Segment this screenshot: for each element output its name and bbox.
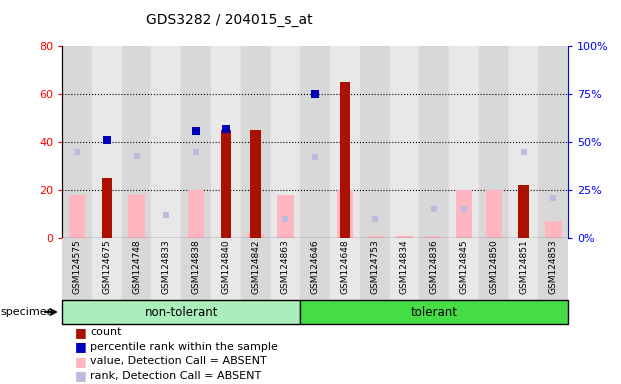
Bar: [301, 300, 568, 324]
Bar: [211, 238, 241, 300]
Text: ■: ■: [75, 369, 86, 382]
Text: GSM124748: GSM124748: [132, 239, 141, 294]
Bar: [389, 46, 419, 238]
Text: GSM124646: GSM124646: [310, 239, 320, 294]
Bar: [456, 190, 472, 238]
Bar: [396, 236, 413, 238]
Bar: [389, 238, 419, 300]
Bar: [538, 46, 568, 238]
Bar: [479, 46, 509, 238]
Text: GSM124850: GSM124850: [489, 239, 498, 294]
Bar: [129, 195, 145, 238]
Text: value, Detection Call = ABSENT: value, Detection Call = ABSENT: [90, 356, 267, 366]
Bar: [102, 178, 112, 238]
Bar: [241, 46, 271, 238]
Text: GSM124833: GSM124833: [162, 239, 171, 294]
Bar: [479, 238, 509, 300]
Text: specimen: specimen: [1, 307, 55, 317]
Text: GSM124851: GSM124851: [519, 239, 528, 294]
Bar: [340, 82, 350, 238]
Bar: [449, 238, 479, 300]
Bar: [360, 238, 389, 300]
Bar: [62, 300, 301, 324]
Bar: [545, 221, 561, 238]
Bar: [220, 130, 231, 238]
Bar: [486, 190, 502, 238]
Text: GSM124842: GSM124842: [251, 239, 260, 294]
Text: GDS3282 / 204015_s_at: GDS3282 / 204015_s_at: [147, 13, 313, 27]
Bar: [62, 238, 92, 300]
Bar: [301, 46, 330, 238]
Text: ■: ■: [75, 326, 86, 339]
Bar: [181, 46, 211, 238]
Bar: [247, 233, 264, 238]
Text: GSM124838: GSM124838: [191, 239, 201, 294]
Bar: [301, 238, 330, 300]
Bar: [188, 190, 204, 238]
Bar: [152, 46, 181, 238]
Text: ■: ■: [75, 340, 86, 353]
Text: GSM124863: GSM124863: [281, 239, 290, 294]
Text: GSM124575: GSM124575: [73, 239, 81, 294]
Bar: [122, 238, 152, 300]
Bar: [366, 236, 383, 238]
Text: count: count: [90, 327, 122, 337]
Bar: [519, 185, 528, 238]
Bar: [419, 238, 449, 300]
Text: GSM124853: GSM124853: [549, 239, 558, 294]
Text: ■: ■: [75, 355, 86, 368]
Text: GSM124753: GSM124753: [370, 239, 379, 294]
Bar: [271, 46, 301, 238]
Bar: [92, 238, 122, 300]
Bar: [92, 46, 122, 238]
Bar: [509, 46, 538, 238]
Text: GSM124840: GSM124840: [221, 239, 230, 294]
Bar: [360, 46, 389, 238]
Bar: [250, 130, 261, 238]
Bar: [181, 238, 211, 300]
Bar: [426, 236, 442, 238]
Text: percentile rank within the sample: percentile rank within the sample: [90, 342, 278, 352]
Bar: [538, 238, 568, 300]
Text: tolerant: tolerant: [410, 306, 458, 318]
Bar: [337, 190, 353, 238]
Bar: [211, 46, 241, 238]
Text: GSM124834: GSM124834: [400, 239, 409, 294]
Bar: [330, 46, 360, 238]
Bar: [241, 238, 271, 300]
Bar: [419, 46, 449, 238]
Bar: [509, 238, 538, 300]
Bar: [122, 46, 152, 238]
Text: GSM124845: GSM124845: [460, 239, 468, 294]
Text: GSM124675: GSM124675: [102, 239, 111, 294]
Bar: [69, 195, 85, 238]
Text: GSM124648: GSM124648: [340, 239, 350, 294]
Text: non-tolerant: non-tolerant: [145, 306, 218, 318]
Bar: [277, 195, 294, 238]
Bar: [62, 46, 92, 238]
Text: rank, Detection Call = ABSENT: rank, Detection Call = ABSENT: [90, 371, 261, 381]
Bar: [330, 238, 360, 300]
Text: GSM124836: GSM124836: [430, 239, 439, 294]
Bar: [152, 238, 181, 300]
Bar: [271, 238, 301, 300]
Bar: [449, 46, 479, 238]
